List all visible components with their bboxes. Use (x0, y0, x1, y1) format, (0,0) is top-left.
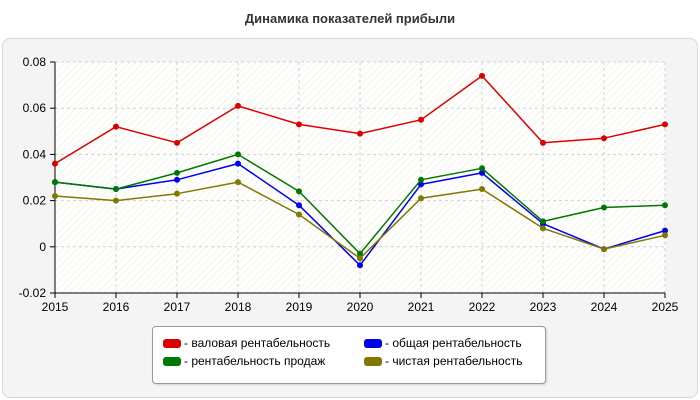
series-3-point (296, 211, 302, 218)
series-3-point (357, 255, 363, 262)
y-tick-label: 0 (39, 240, 46, 254)
legend-label-net-margin: - чистая рентабельность (385, 354, 523, 368)
series-2-point (601, 204, 607, 211)
series-0-point (601, 135, 607, 142)
y-tick-label: 0.04 (23, 147, 47, 161)
y-tick-label: 0.08 (23, 55, 47, 69)
series-2-point (235, 151, 241, 158)
series-3-point (52, 192, 58, 199)
series-3-point (540, 225, 546, 232)
x-tick-label: 2021 (408, 300, 435, 314)
series-0-point (113, 123, 119, 130)
series-1-point (662, 227, 668, 234)
series-3-point (174, 190, 180, 197)
series-2-point (357, 250, 363, 257)
legend-swatch-gross-margin (163, 338, 181, 348)
legend-item-sales-margin: - рентабельность продаж (163, 353, 325, 369)
series-1-point (296, 202, 302, 209)
series-3-point (662, 232, 668, 239)
legend-item-overall-margin: - общая рентабельность (364, 335, 522, 351)
series-3-point (479, 186, 485, 193)
series-1-point (479, 169, 485, 176)
series-0-point (52, 160, 58, 167)
series-0-point (540, 139, 546, 146)
legend-item-gross-margin: - валовая рентабельность (163, 335, 330, 351)
series-0-point (296, 121, 302, 128)
x-tick-label: 2015 (42, 300, 69, 314)
series-2-point (296, 188, 302, 195)
legend-label-gross-margin: - валовая рентабельность (184, 336, 331, 350)
legend-swatch-net-margin (364, 356, 382, 366)
series-3-point (113, 197, 119, 204)
series-2-point (52, 179, 58, 186)
x-tick-label: 2022 (469, 300, 496, 314)
x-tick-label: 2017 (164, 300, 191, 314)
series-0-point (174, 139, 180, 146)
x-tick-label: 2025 (652, 300, 679, 314)
series-3-point (235, 179, 241, 186)
x-tick-label: 2019 (286, 300, 313, 314)
series-1-point (418, 181, 424, 188)
y-tick-label: 0.06 (23, 101, 47, 115)
x-tick-label: 2020 (347, 300, 374, 314)
series-3-point (418, 195, 424, 202)
x-tick-label: 2018 (225, 300, 252, 314)
series-2-point (113, 186, 119, 193)
x-tick-label: 2023 (530, 300, 557, 314)
series-0-point (662, 121, 668, 128)
series-2-point (540, 218, 546, 225)
legend-label-overall-margin: - общая рентабельность (385, 336, 522, 350)
series-2-point (662, 202, 668, 209)
series-3-point (601, 246, 607, 253)
series-1-point (174, 176, 180, 183)
chart-title: Динамика показателей прибыли (244, 11, 456, 26)
series-0-point (418, 116, 424, 123)
y-tick-label: 0.02 (23, 194, 47, 208)
legend-item-net-margin: - чистая рентабельность (364, 353, 522, 369)
series-0-point (479, 72, 485, 79)
series-2-point (479, 165, 485, 172)
series-0-point (357, 130, 363, 137)
series-2-point (418, 176, 424, 183)
y-tick-label: -0.02 (19, 286, 47, 300)
legend-swatch-sales-margin (163, 356, 181, 366)
series-2-point (174, 169, 180, 176)
series-1-point (357, 262, 363, 269)
legend: - валовая рентабельность - общая рентабе… (152, 326, 546, 384)
series-1-point (235, 160, 241, 167)
x-tick-label: 2024 (591, 300, 618, 314)
legend-swatch-overall-margin (364, 338, 382, 348)
x-tick-label: 2016 (103, 300, 130, 314)
legend-label-sales-margin: - рентабельность продаж (184, 354, 326, 368)
series-0-point (235, 102, 241, 109)
